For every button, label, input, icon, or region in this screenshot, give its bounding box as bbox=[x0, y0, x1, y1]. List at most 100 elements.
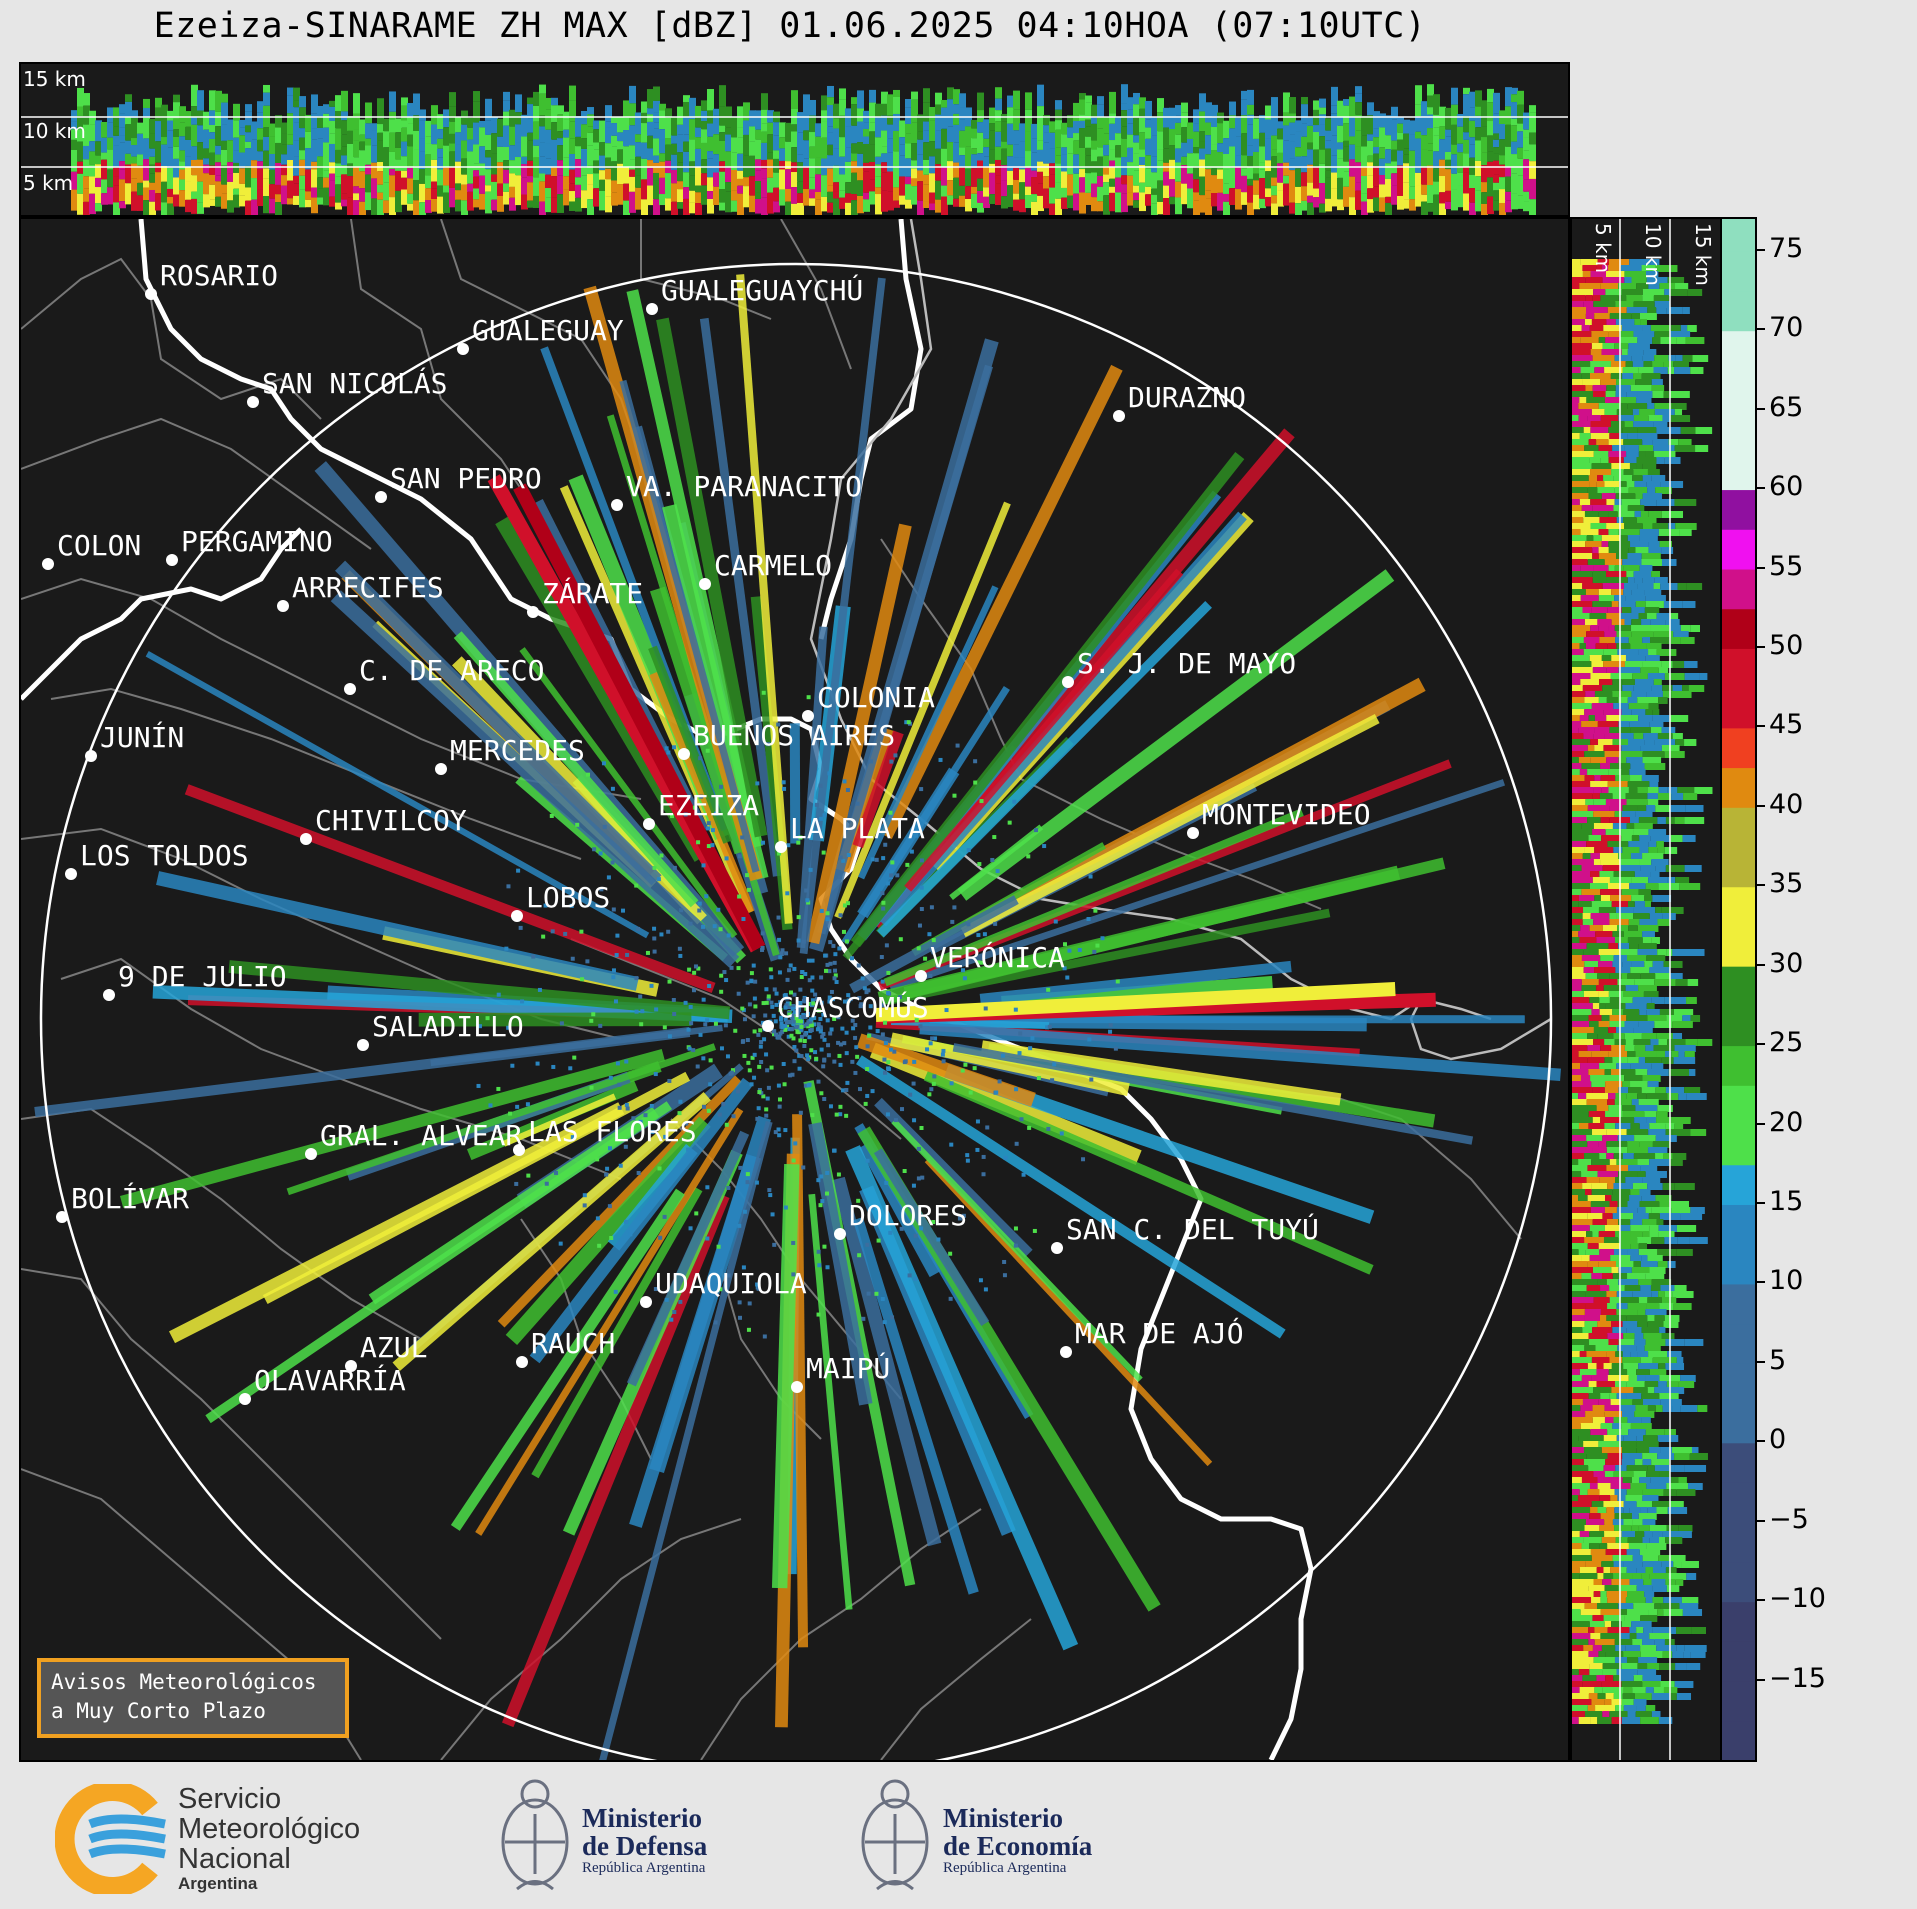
city-marker[interactable] bbox=[762, 1020, 774, 1032]
defensa-country: República Argentina bbox=[582, 1860, 706, 1876]
side-section-cell bbox=[1593, 1471, 1605, 1478]
city-marker[interactable] bbox=[640, 1296, 652, 1308]
side-section-cell bbox=[1578, 895, 1595, 902]
side-section-cell bbox=[1585, 1189, 1592, 1196]
city-marker[interactable] bbox=[344, 683, 356, 695]
top-section-cell bbox=[1085, 102, 1092, 120]
radar-echo bbox=[886, 970, 891, 975]
side-section-cell bbox=[1578, 1195, 1588, 1202]
top-section-cell bbox=[347, 143, 354, 164]
top-section-cell bbox=[401, 156, 408, 171]
city-marker[interactable] bbox=[247, 396, 259, 408]
city-marker[interactable] bbox=[1187, 827, 1199, 839]
side-section-cell bbox=[1592, 547, 1599, 554]
side-section-cell bbox=[1635, 1405, 1648, 1412]
city-marker[interactable] bbox=[85, 750, 97, 762]
side-section-cell bbox=[1592, 1129, 1607, 1136]
radar-ray bbox=[529, 1077, 753, 1364]
radar-echo bbox=[833, 952, 838, 957]
top-section-cell bbox=[1439, 203, 1446, 215]
top-section-cell bbox=[1037, 195, 1044, 212]
side-section-cell bbox=[1606, 499, 1615, 506]
top-section-cell bbox=[275, 127, 282, 143]
top-section-cell bbox=[791, 172, 798, 188]
side-section-cell bbox=[1592, 391, 1606, 398]
top-section-cell bbox=[107, 137, 114, 150]
side-section-cell bbox=[1675, 739, 1685, 746]
top-section-cell bbox=[671, 201, 678, 215]
side-section-cell bbox=[1583, 517, 1600, 524]
city-marker[interactable] bbox=[511, 910, 523, 922]
top-section-cell bbox=[875, 137, 882, 157]
city-marker[interactable] bbox=[527, 606, 539, 618]
top-section-cell bbox=[419, 202, 426, 215]
side-section-cell bbox=[1640, 1651, 1663, 1658]
city-marker[interactable] bbox=[791, 1381, 803, 1393]
city-marker[interactable] bbox=[699, 578, 711, 590]
side-section-cell bbox=[1580, 259, 1598, 266]
city-marker[interactable] bbox=[678, 748, 690, 760]
top-section-cell bbox=[83, 188, 90, 202]
side-section-cell bbox=[1584, 775, 1595, 782]
city-marker[interactable] bbox=[375, 491, 387, 503]
side-section-cell bbox=[1682, 835, 1696, 842]
city-marker[interactable] bbox=[357, 1039, 369, 1051]
city-marker[interactable] bbox=[457, 343, 469, 355]
top-section-cell bbox=[563, 137, 570, 158]
top-section-cell bbox=[1403, 133, 1410, 149]
side-section-cell bbox=[1596, 937, 1615, 944]
warnings-button[interactable]: Avisos Meteorológicos a Muy Corto Plazo bbox=[37, 1658, 349, 1738]
city-marker[interactable] bbox=[277, 600, 289, 612]
city-marker[interactable] bbox=[646, 303, 658, 315]
city-marker[interactable] bbox=[42, 558, 54, 570]
top-section-cell bbox=[131, 156, 138, 164]
side-section-cell bbox=[1601, 655, 1612, 662]
top-section-cell bbox=[1253, 138, 1260, 152]
side-section-cell bbox=[1572, 1177, 1587, 1184]
city-marker[interactable] bbox=[513, 1144, 525, 1156]
radar-echo bbox=[742, 1053, 747, 1058]
side-section-cell bbox=[1605, 1081, 1623, 1088]
city-label: CHIVILCOY bbox=[315, 804, 467, 837]
city-marker[interactable] bbox=[305, 1148, 317, 1160]
city-marker[interactable] bbox=[435, 763, 447, 775]
city-marker[interactable] bbox=[1060, 1346, 1072, 1358]
city-marker[interactable] bbox=[643, 818, 655, 830]
radar-map[interactable]: ROSARIO GUALEGUAYCHÚ GUALEGUAY SAN NICOLÁS D… bbox=[19, 217, 1570, 1762]
side-section-cell bbox=[1572, 1693, 1589, 1700]
city-marker[interactable] bbox=[516, 1356, 528, 1368]
top-section-cell bbox=[1043, 163, 1050, 177]
city-marker[interactable] bbox=[166, 554, 178, 566]
radar-echo bbox=[699, 794, 704, 799]
top-section-cell bbox=[377, 171, 384, 185]
city-marker[interactable] bbox=[345, 1360, 357, 1372]
side-section-cell bbox=[1592, 1327, 1613, 1334]
city-marker[interactable] bbox=[802, 710, 814, 722]
radar-echo bbox=[816, 826, 821, 831]
side-section-cell bbox=[1584, 1603, 1597, 1610]
city-marker[interactable] bbox=[1051, 1242, 1063, 1254]
city-marker[interactable] bbox=[239, 1393, 251, 1405]
city-marker[interactable] bbox=[145, 288, 157, 300]
city-marker[interactable] bbox=[775, 841, 787, 853]
top-section-cell bbox=[1511, 173, 1518, 194]
city-marker[interactable] bbox=[915, 970, 927, 982]
top-section-cell bbox=[1319, 163, 1326, 184]
top-section-cell bbox=[653, 172, 660, 181]
top-section-cell bbox=[197, 142, 204, 160]
city-marker[interactable] bbox=[300, 833, 312, 845]
city-marker[interactable] bbox=[834, 1228, 846, 1240]
city-marker[interactable] bbox=[611, 499, 623, 511]
city-marker[interactable] bbox=[1113, 410, 1125, 422]
city-marker[interactable] bbox=[65, 868, 77, 880]
city-marker[interactable] bbox=[56, 1211, 68, 1223]
side-section-cell bbox=[1611, 619, 1625, 626]
side-section-cell bbox=[1609, 913, 1617, 920]
top-section-cell bbox=[1463, 116, 1470, 133]
side-section-cell bbox=[1631, 1621, 1652, 1628]
city-marker[interactable] bbox=[103, 989, 115, 1001]
top-section-cell bbox=[641, 179, 648, 200]
city-marker[interactable] bbox=[1062, 676, 1074, 688]
side-section-cell bbox=[1620, 751, 1643, 758]
top-section-cell bbox=[401, 141, 408, 157]
